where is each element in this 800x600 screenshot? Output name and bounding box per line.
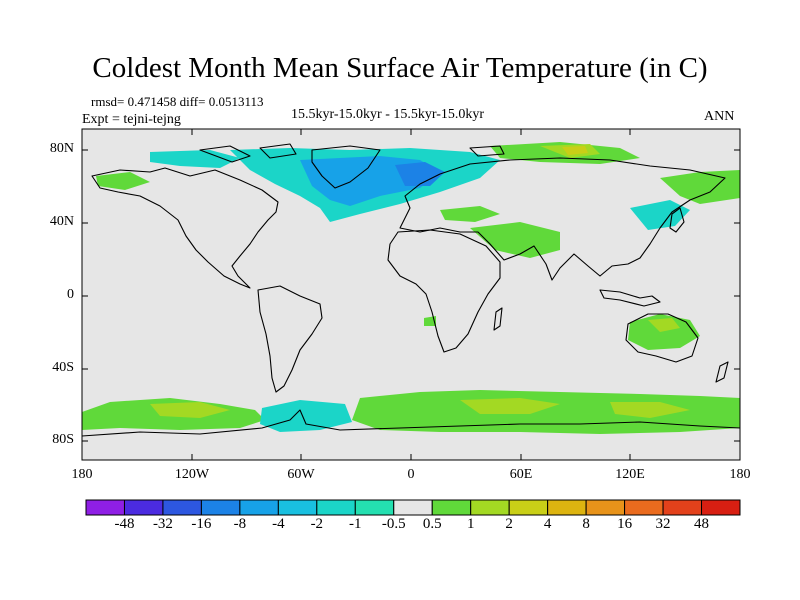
lon-label: 120W	[174, 467, 210, 482]
axis-ticks	[81, 129, 741, 460]
anomaly-region-middle-east-warm	[470, 222, 560, 258]
colorbar-swatch	[585, 499, 626, 516]
coast-indonesia	[599, 289, 661, 307]
lon-label: 60W	[287, 467, 315, 482]
colorbar-label: 48	[694, 516, 710, 532]
coast-new-zealand	[715, 361, 729, 383]
colorbar-label: 2	[505, 516, 513, 532]
colorbar-swatch	[85, 499, 125, 516]
colorbar-label: -1	[349, 516, 362, 532]
coast-australia	[625, 313, 699, 363]
colorbar-swatch	[393, 499, 433, 516]
colorbar-label: 0.5	[422, 516, 442, 532]
anomaly-region-south-atlantic-warm	[424, 316, 436, 326]
colorbar-label: -0.5	[381, 516, 406, 532]
lon-label: 120E	[615, 467, 645, 482]
colorbar-label: -8	[233, 516, 247, 532]
coastlines	[81, 143, 741, 437]
anomaly-region-europe-warm	[440, 206, 500, 222]
colorbar-swatch	[547, 499, 587, 516]
anomaly-region-arctic-hot	[562, 146, 588, 155]
lat-label: 80S	[52, 432, 74, 447]
coast-madagascar	[493, 307, 503, 331]
colorbar-swatch	[162, 499, 202, 516]
anomaly-region-alaska-warm	[96, 172, 150, 190]
colorbar-swatch	[239, 499, 279, 516]
lon-label: 180	[71, 467, 93, 482]
colorbar-swatch	[354, 499, 395, 516]
stats-label: rmsd= 0.471458 diff= 0.0513113	[91, 94, 264, 109]
colorbar-label: -4	[272, 516, 285, 532]
colorbar-swatch	[470, 499, 510, 516]
anomaly-region-north-pacific-warm	[660, 170, 740, 204]
anomaly-region-antarctic-warm1	[150, 402, 230, 418]
colorbar-label: 8	[582, 516, 590, 532]
anomaly-region-antarctic-warm3	[610, 402, 690, 418]
colorbar-swatch	[662, 499, 703, 516]
anomaly-region-australia-warm	[628, 314, 700, 350]
colorbar-label: 32	[655, 516, 671, 532]
coast-south-america	[257, 285, 323, 393]
coast-antarctica	[81, 409, 741, 437]
colorbar-label: 1	[466, 516, 475, 532]
lon-label: 0	[407, 467, 415, 482]
lat-label: 0	[67, 287, 74, 302]
coast-japan	[669, 207, 685, 233]
colorbar-label: -48	[114, 516, 135, 532]
coast-arctic-islands	[199, 143, 505, 163]
period-label: 15.5kyr-15.0kyr - 15.5kyr-15.0kyr	[291, 107, 485, 122]
lat-label: 40S	[52, 360, 74, 375]
lat-label: 80N	[49, 141, 74, 156]
colorbar-swatch	[200, 499, 241, 516]
coast-africa	[387, 229, 501, 353]
season-label: ANN	[704, 109, 735, 124]
colorbar-swatch	[508, 499, 549, 516]
colorbar-label: -16	[191, 516, 212, 532]
map-title: Coldest Month Mean Surface Air Temperatu…	[92, 52, 708, 84]
anomaly-region-east-asia-cool	[630, 200, 690, 230]
anomaly-region-australia-hot	[648, 318, 680, 332]
colorbar-swatch	[431, 499, 472, 516]
colorbar-swatch	[123, 499, 164, 516]
colorbar-label: -32	[152, 516, 173, 532]
coast-north-america	[91, 167, 279, 289]
anomaly-region-europe-cool	[395, 162, 445, 186]
anomaly-region-antarctic-indian	[352, 390, 740, 434]
anomaly-region-canada-cool	[150, 150, 240, 168]
lon-label: 60E	[509, 467, 533, 482]
anomaly-region-antarctic-warm2	[460, 398, 560, 414]
colorbar-swatch	[624, 499, 664, 516]
coast-greenland	[311, 145, 381, 189]
colorbar-swatch	[316, 499, 356, 516]
colorbar-label: 4	[543, 516, 552, 532]
lon-label: 180	[729, 467, 751, 482]
colorbar-label: 16	[617, 516, 633, 532]
anomaly-layer	[82, 142, 740, 434]
anomaly-region-antarctic-atlantic-cool	[260, 400, 352, 432]
colorbar-swatch	[701, 499, 741, 516]
experiment-label: Expt = tejni-tejng	[82, 112, 181, 127]
colorbar-swatch	[277, 499, 318, 516]
lat-label: 40N	[49, 214, 74, 229]
colorbar-label: -2	[310, 516, 324, 532]
coast-eurasia	[399, 157, 726, 281]
